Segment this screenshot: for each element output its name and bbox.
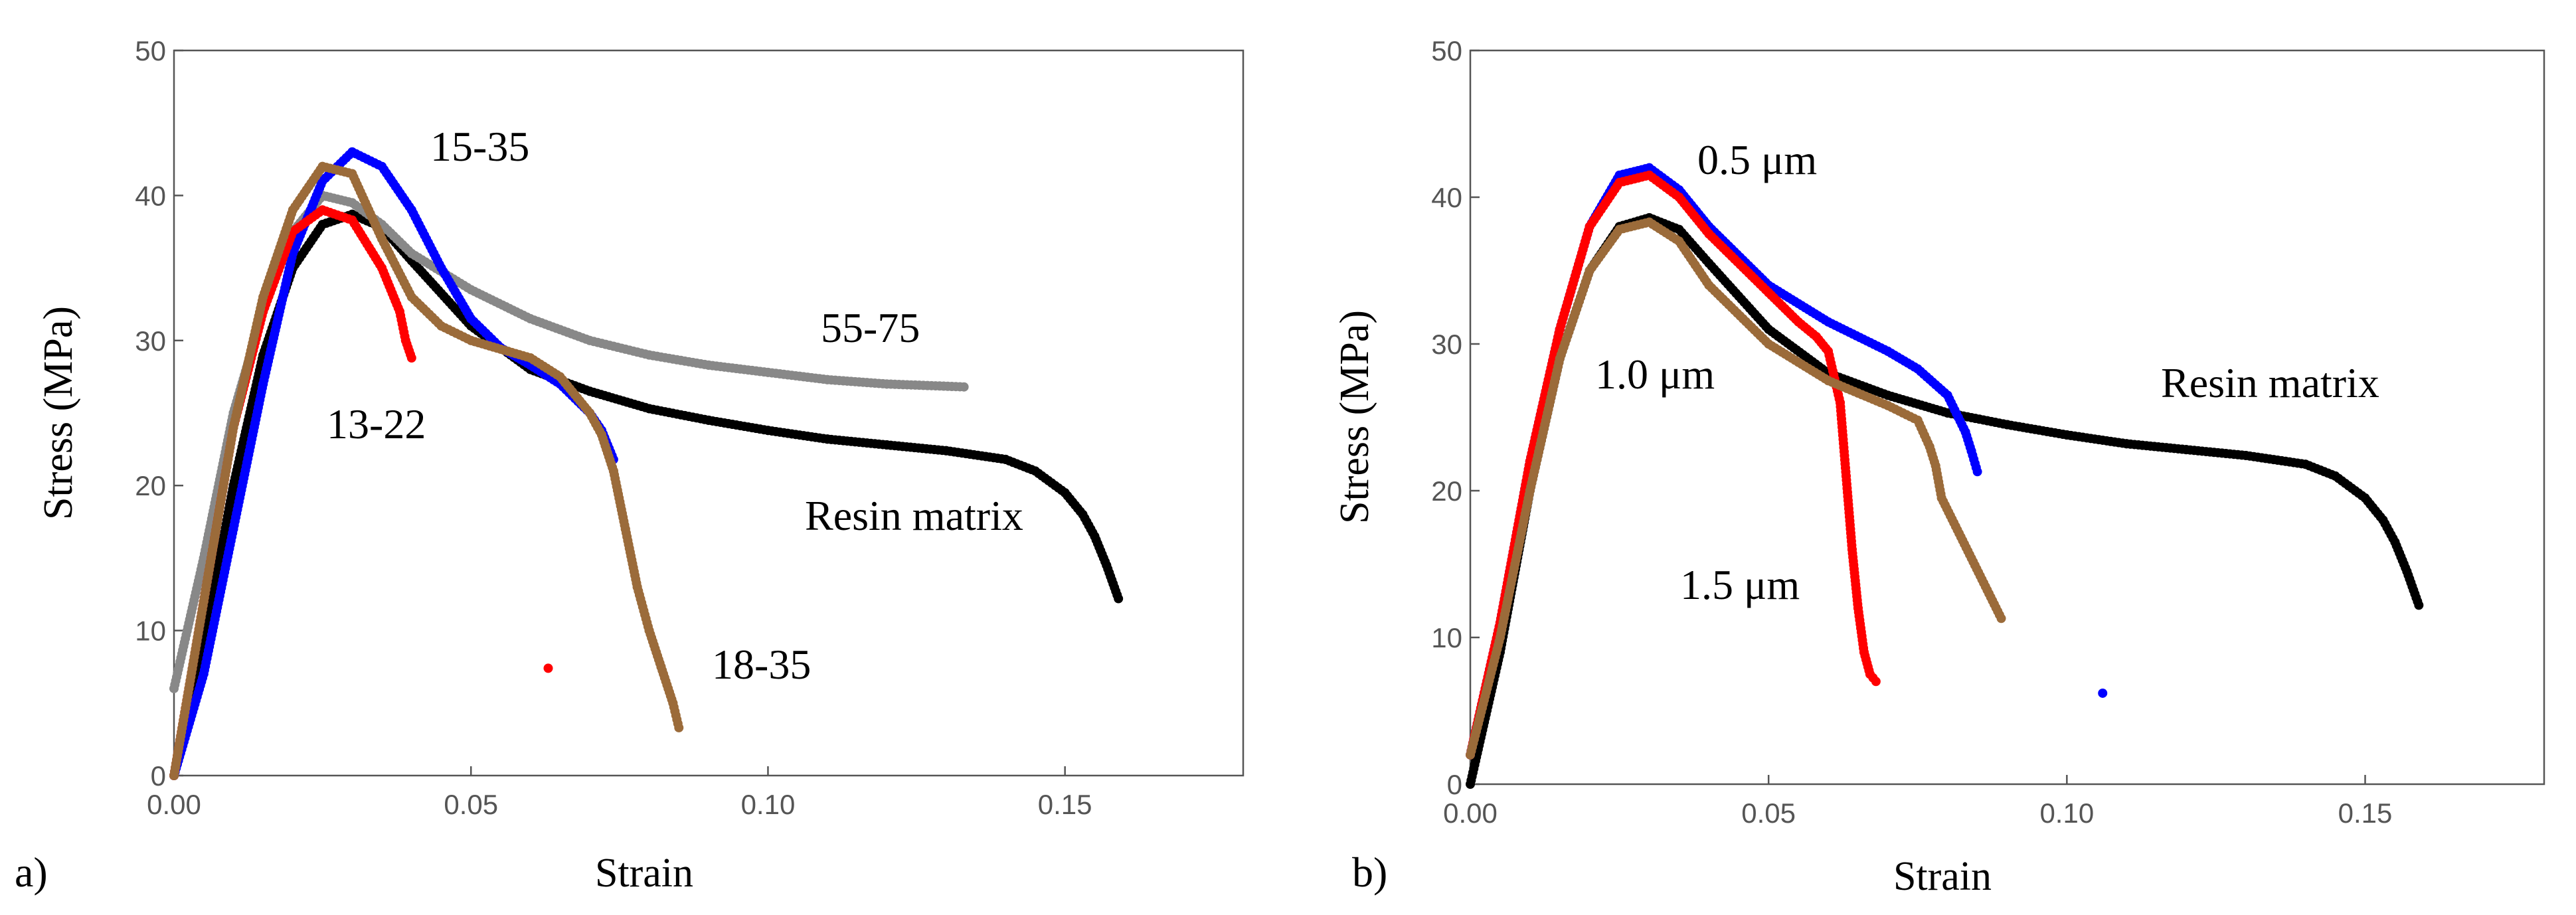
label-resin-matrix-b: Resin matrix — [2161, 359, 2379, 406]
panel-b: 0 10 20 30 40 50 0.00 0.05 0.10 0.15 Strain Stres… — [1332, 35, 2545, 899]
x-axis-title-b: Strain — [1893, 854, 1992, 899]
series-18-35 — [169, 161, 684, 780]
label-resin-matrix-a: Resin matrix — [805, 492, 1023, 539]
x-tick-label: 0.15 — [2338, 797, 2393, 829]
data-point — [543, 663, 553, 673]
data-point — [406, 353, 416, 363]
data-point — [2098, 688, 2108, 698]
plot-frame-a — [173, 49, 1245, 777]
plot-frame-b — [1469, 49, 2545, 786]
y-tick-label: 10 — [1431, 622, 1462, 653]
series-layer-a — [169, 147, 1124, 780]
y-tick-label: 20 — [1431, 475, 1462, 507]
x-tick-label: 0.10 — [2039, 797, 2094, 829]
label-13-22: 13-22 — [327, 400, 426, 448]
y-tick-label: 50 — [135, 35, 166, 66]
series-layer-b — [1466, 163, 2424, 789]
x-tick-label: 0.05 — [1741, 797, 1796, 829]
y-tick-label: 50 — [1431, 35, 1462, 66]
y-tick-label: 30 — [135, 325, 166, 357]
y-tick-label: 20 — [135, 470, 166, 501]
label-18-35: 18-35 — [712, 641, 811, 688]
label-1-5-um: 1.5 μm — [1680, 561, 1800, 608]
data-point — [1972, 467, 1982, 477]
y-axis-title-a: Stress (MPa) — [36, 306, 81, 520]
label-15-35: 15-35 — [430, 123, 529, 170]
label-1-0-um: 1.0 μm — [1595, 351, 1715, 398]
data-point — [1996, 614, 2006, 624]
series-13-22 — [169, 205, 553, 780]
x-tick-label: 0.05 — [444, 789, 498, 820]
data-point — [959, 382, 969, 392]
data-point — [2414, 600, 2424, 610]
x-tick-label: 0.15 — [1038, 789, 1092, 820]
x-tick-label: 0.10 — [741, 789, 796, 820]
label-55-75: 55-75 — [821, 304, 920, 351]
x-tick-label: 0.00 — [147, 789, 201, 820]
series-1-5-m — [1466, 170, 1881, 760]
data-point — [1871, 677, 1881, 687]
y-tick-label: 10 — [135, 616, 166, 647]
series-1-0-m — [1466, 217, 2006, 760]
tick-layer-a: 0 10 20 30 40 50 0.00 0.05 0.10 0.15 — [135, 35, 1092, 820]
y-tick-label: 0 — [1447, 769, 1462, 800]
series-resin-matrix — [1466, 212, 2424, 789]
data-point — [674, 722, 684, 732]
panel-letter-b: b) — [1352, 849, 1387, 896]
panel-a: 0 10 20 30 40 50 0.00 0.05 0.10 0.15 Strain Stres… — [15, 35, 1245, 896]
y-tick-label: 40 — [1431, 182, 1462, 213]
y-tick-label: 0 — [151, 760, 166, 791]
series-0-5-m — [1466, 163, 2108, 760]
x-axis-title-a: Strain — [595, 851, 693, 896]
x-tick-label: 0.00 — [1443, 797, 1498, 829]
data-point — [1114, 594, 1124, 604]
tick-layer-b: 0 10 20 30 40 50 0.00 0.05 0.10 0.15 — [1431, 35, 2392, 829]
y-tick-label: 40 — [135, 180, 166, 211]
y-tick-label: 30 — [1431, 329, 1462, 360]
label-0-5-um: 0.5 μm — [1697, 136, 1817, 183]
y-axis-title-b: Stress (MPa) — [1332, 310, 1377, 524]
panel-letter-a: a) — [15, 849, 48, 896]
series-55-75 — [169, 191, 969, 693]
